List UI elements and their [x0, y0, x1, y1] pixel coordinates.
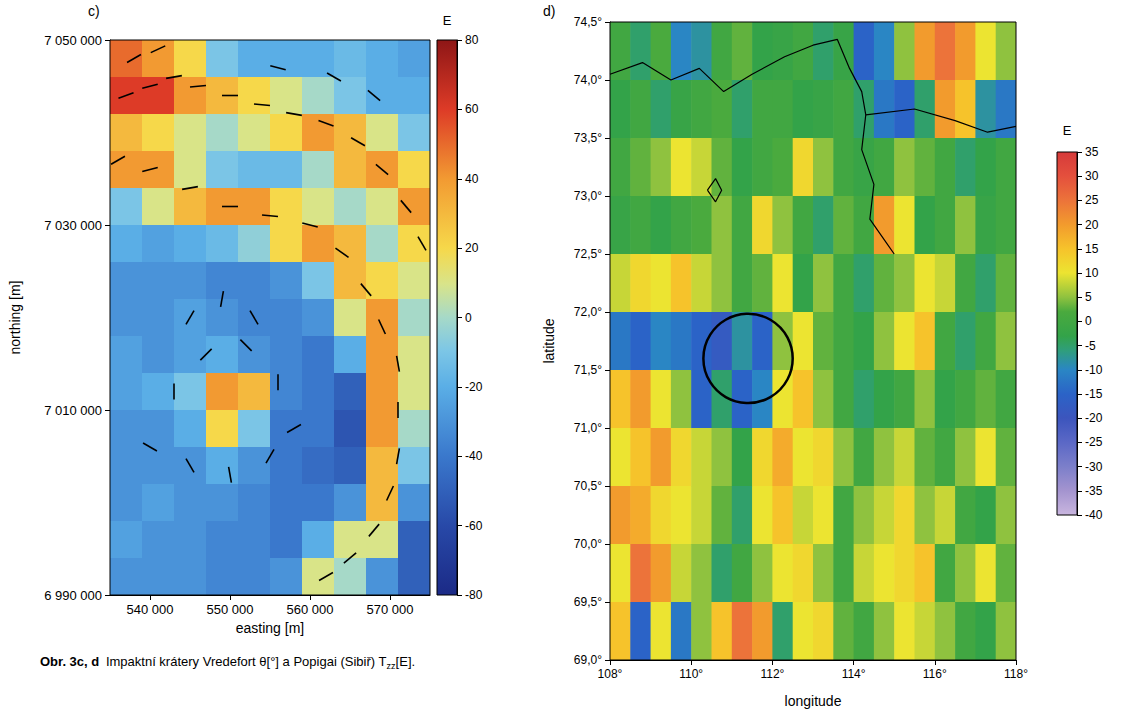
- svg-text:72,0°: 72,0°: [574, 305, 602, 319]
- svg-text:northing [m]: northing [m]: [7, 281, 23, 355]
- svg-text:74,0°: 74,0°: [574, 73, 602, 87]
- svg-text:116°: 116°: [923, 667, 947, 681]
- svg-text:560 000: 560 000: [287, 602, 334, 617]
- svg-text:71,5°: 71,5°: [574, 363, 602, 377]
- svg-text:7 030 000: 7 030 000: [44, 218, 102, 233]
- svg-text:114°: 114°: [842, 667, 866, 681]
- svg-text:60: 60: [465, 102, 479, 116]
- svg-text:5: 5: [1085, 290, 1092, 304]
- svg-text:Impaktní krátery Vredefort θ[°: Impaktní krátery Vredefort θ[°] a Popiga…: [106, 654, 387, 669]
- svg-text:70,5°: 70,5°: [574, 479, 602, 493]
- svg-text:latitude: latitude: [541, 318, 557, 363]
- svg-text:-15: -15: [1085, 387, 1103, 401]
- svg-text:-40: -40: [1085, 508, 1103, 522]
- svg-text:15: 15: [1085, 242, 1099, 256]
- svg-text:-20: -20: [1085, 411, 1103, 425]
- svg-text:-60: -60: [465, 519, 483, 533]
- svg-text:7 050 000: 7 050 000: [44, 33, 102, 48]
- svg-text:6 990 000: 6 990 000: [44, 588, 102, 603]
- svg-text:-20: -20: [465, 380, 483, 394]
- svg-text:70,0°: 70,0°: [574, 537, 602, 551]
- svg-text:longitude: longitude: [785, 693, 842, 709]
- svg-text:108°: 108°: [598, 667, 623, 681]
- svg-text:71,0°: 71,0°: [574, 421, 602, 435]
- svg-text:30: 30: [1085, 169, 1099, 183]
- svg-text:20: 20: [465, 241, 479, 255]
- svg-text:-5: -5: [1085, 339, 1096, 353]
- svg-text:69,0°: 69,0°: [574, 653, 602, 667]
- svg-text:0: 0: [1085, 314, 1092, 328]
- svg-text:73,5°: 73,5°: [574, 131, 602, 145]
- svg-text:550 000: 550 000: [207, 602, 254, 617]
- svg-text:570 000: 570 000: [367, 602, 414, 617]
- svg-text:Obr. 3c, d: Obr. 3c, d: [40, 654, 99, 669]
- svg-text:73,0°: 73,0°: [574, 189, 602, 203]
- svg-text:-10: -10: [1085, 363, 1103, 377]
- svg-text:-30: -30: [1085, 460, 1103, 474]
- svg-text:110°: 110°: [679, 667, 703, 681]
- svg-text:d): d): [543, 3, 555, 19]
- svg-text:20: 20: [1085, 218, 1099, 232]
- svg-text:80: 80: [465, 33, 479, 47]
- svg-text:72,5°: 72,5°: [574, 247, 602, 261]
- svg-text:74,5°: 74,5°: [574, 15, 602, 29]
- svg-text:25: 25: [1085, 193, 1099, 207]
- svg-text:zz: zz: [386, 660, 396, 671]
- svg-text:69,5°: 69,5°: [574, 595, 602, 609]
- svg-text:0: 0: [465, 311, 472, 325]
- svg-text:c): c): [88, 3, 100, 19]
- svg-text:7 010 000: 7 010 000: [44, 403, 102, 418]
- svg-text:40: 40: [465, 172, 479, 186]
- svg-text:10: 10: [1085, 266, 1099, 280]
- svg-text:-25: -25: [1085, 435, 1103, 449]
- svg-text:easting [m]: easting [m]: [236, 620, 304, 636]
- svg-text:[E].: [E].: [396, 654, 416, 669]
- svg-text:112°: 112°: [760, 667, 784, 681]
- svg-text:-35: -35: [1085, 484, 1103, 498]
- svg-text:E: E: [443, 13, 452, 28]
- svg-text:540 000: 540 000: [127, 602, 174, 617]
- svg-text:118°: 118°: [1004, 667, 1028, 681]
- svg-text:E: E: [1063, 123, 1072, 138]
- svg-text:-80: -80: [465, 588, 483, 602]
- svg-text:-40: -40: [465, 449, 483, 463]
- svg-text:35: 35: [1085, 145, 1099, 159]
